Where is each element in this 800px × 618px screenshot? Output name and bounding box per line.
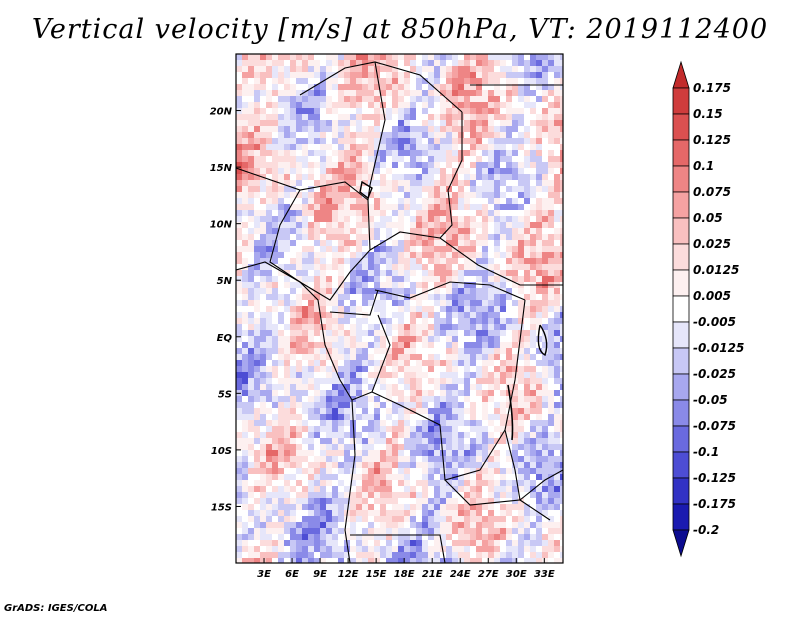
lake-victoria xyxy=(537,324,548,356)
boundary-chad-sudan xyxy=(439,112,463,239)
country-boundaries xyxy=(236,61,563,563)
colorbar-label: -0.025 xyxy=(693,367,736,381)
colorbar-swatch xyxy=(672,165,690,193)
colorbar-label: -0.05 xyxy=(693,393,728,407)
latitude-axis: 20N 15N 10N 5N EQ 5S 10S 15S xyxy=(210,107,241,513)
lon-tick-label: 21E xyxy=(422,569,443,580)
coastline-gulf xyxy=(236,261,353,401)
colorbar-swatch xyxy=(672,347,690,375)
colorbar-swatch xyxy=(672,113,690,141)
colorbar-label: 0.175 xyxy=(693,81,731,95)
lon-tick-label: 15E xyxy=(366,569,387,580)
colorbar-label: -0.2 xyxy=(693,523,719,537)
boundary-zambia xyxy=(444,479,551,521)
longitude-axis: 3E 6E 9E 12E 15E 18E 21E 24E 27E 30E 33E xyxy=(257,558,555,580)
boundary-niger-chad xyxy=(367,61,386,201)
colorbar-label: -0.005 xyxy=(693,315,736,329)
colorbar-label: 0.005 xyxy=(693,289,731,303)
colorbar-label: -0.0125 xyxy=(693,341,744,355)
lat-tick-label: 10S xyxy=(211,446,232,457)
colorbar-swatch xyxy=(672,503,690,531)
boundary-congo xyxy=(351,314,391,401)
lon-tick-label: 6E xyxy=(285,569,299,580)
colorbar-swatch xyxy=(672,87,690,115)
colorbar-swatch xyxy=(672,399,690,427)
colorbar-label: 0.1 xyxy=(693,159,714,173)
colorbar-label: -0.125 xyxy=(693,471,736,485)
colorbar-label: -0.075 xyxy=(693,419,736,433)
colorbar-swatch xyxy=(672,243,690,271)
lon-tick-label: 3E xyxy=(257,569,271,580)
colorbar-swatch xyxy=(672,477,690,505)
boundary-nigeria-niger xyxy=(236,167,369,201)
boundary-drc-south xyxy=(371,391,506,481)
colorbar-swatch xyxy=(672,295,690,323)
lat-tick-label: 15N xyxy=(210,163,233,174)
grads-credit: GrADS: IGES/COLA xyxy=(4,603,108,614)
lon-tick-label: 33E xyxy=(534,569,555,580)
map-title: Vertical velocity [m/s] at 850hPa, VT: 2… xyxy=(31,14,769,45)
boundary-mozambique xyxy=(519,469,563,501)
lat-tick-label: 5N xyxy=(217,276,233,287)
colorbar-swatch xyxy=(672,529,690,558)
lat-tick-label: 10N xyxy=(210,220,233,231)
lon-tick-label: 12E xyxy=(338,569,359,580)
colorbar-swatch xyxy=(672,451,690,479)
colorbar-swatch xyxy=(672,373,690,401)
colorbar-swatch xyxy=(672,425,690,453)
colorbar-label: 0.15 xyxy=(693,107,723,121)
boundary-angola xyxy=(344,399,356,563)
boundary-drc-east xyxy=(504,299,526,501)
vertical-velocity-field xyxy=(236,54,563,563)
colorbar-swatch xyxy=(672,321,690,349)
boundary-car xyxy=(369,231,563,286)
lat-tick-label: EQ xyxy=(217,333,233,344)
lon-tick-label: 30E xyxy=(506,569,527,580)
colorbar-label: 0.05 xyxy=(693,211,723,225)
lat-tick-label: 5S xyxy=(218,389,232,400)
lake-chad xyxy=(359,180,373,200)
colorbar-label: 0.075 xyxy=(693,185,731,199)
lon-tick-label: 27E xyxy=(478,569,499,580)
colorbar: 0.175 0.15 0.125 0.1 0.075 0.05 0.025 0.0125 0.0… xyxy=(672,60,744,558)
boundary-cameroon-south xyxy=(329,289,379,316)
lon-tick-label: 9E xyxy=(313,569,327,580)
colorbar-swatch xyxy=(672,139,690,167)
colorbar-label: -0.1 xyxy=(693,445,719,459)
lon-tick-label: 18E xyxy=(394,569,415,580)
lat-tick-label: 20N xyxy=(210,107,233,118)
boundary-car-south xyxy=(374,281,526,301)
colorbar-swatch xyxy=(672,60,690,89)
boundary-nigeria-cameroon xyxy=(269,189,371,301)
colorbar-label: -0.175 xyxy=(693,497,736,511)
colorbar-label: 0.0125 xyxy=(693,263,739,277)
lat-tick-label: 15S xyxy=(211,502,232,513)
colorbar-swatch xyxy=(672,269,690,297)
lon-tick-label: 24E xyxy=(450,569,471,580)
colorbar-label: 0.025 xyxy=(693,237,731,251)
colorbar-swatch xyxy=(672,191,690,219)
map-frame xyxy=(235,53,564,564)
lake-tanganyika xyxy=(507,384,514,441)
colorbar-swatch xyxy=(672,217,690,245)
colorbar-label: 0.125 xyxy=(693,133,731,147)
boundary-namibia xyxy=(350,534,446,563)
